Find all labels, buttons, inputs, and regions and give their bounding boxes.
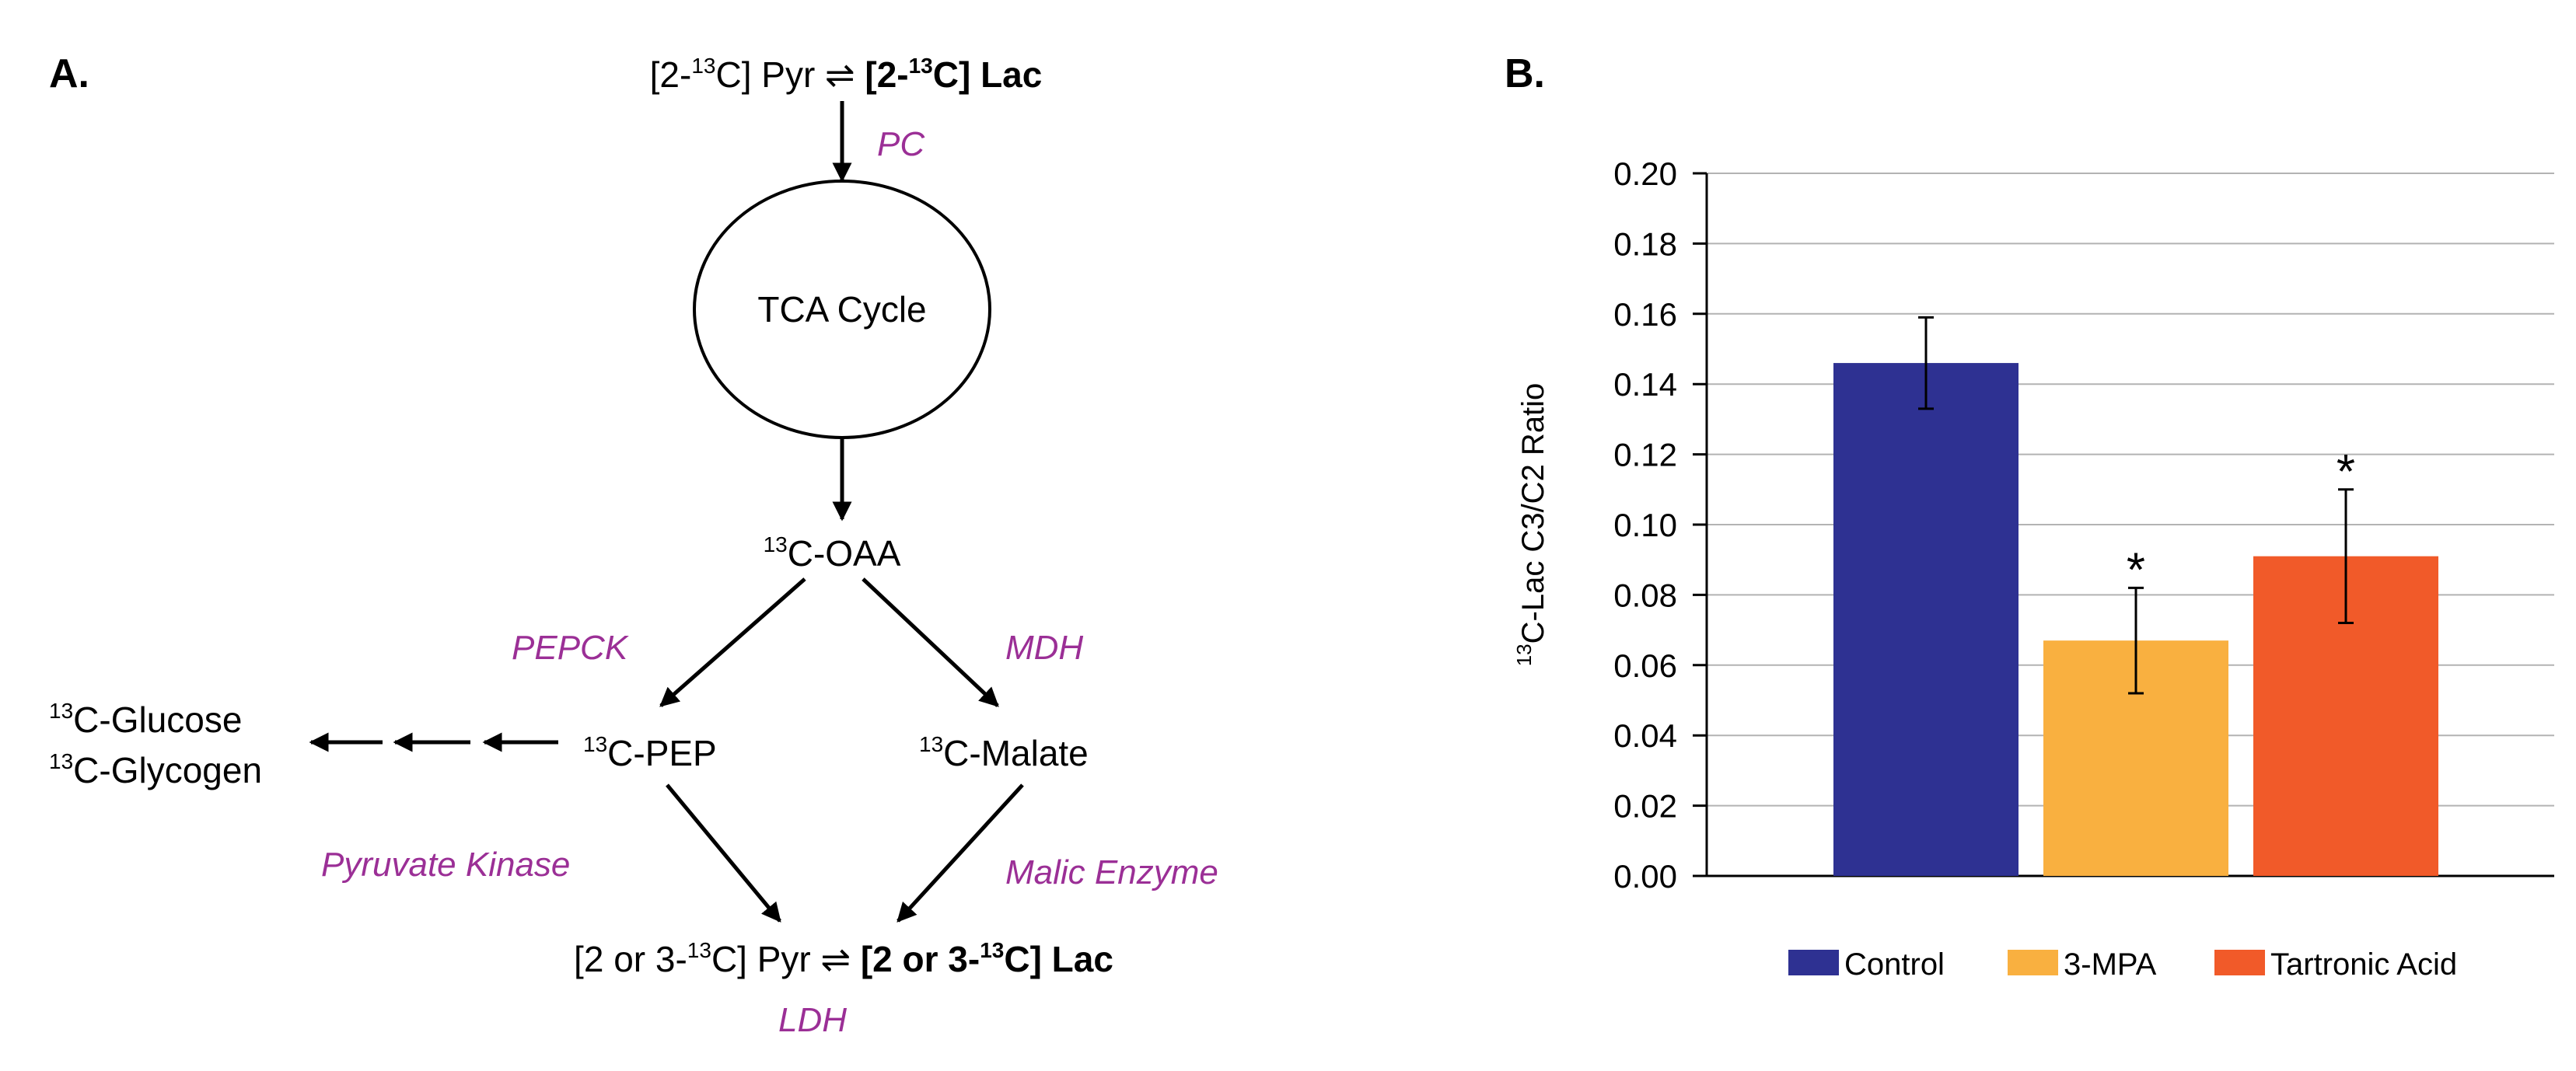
legend-label: Tartronic Acid	[2270, 947, 2457, 982]
y-tick-label: 0.12	[1613, 437, 1677, 473]
legend-label: 3-MPA	[2064, 947, 2157, 982]
panel-b: B. 13C-Lac C3/C2 Ratio 0.000.020.040.060…	[1505, 51, 2554, 982]
oaa-node: 13C-OAA	[764, 532, 901, 574]
y-tick-label: 0.06	[1613, 647, 1677, 684]
top-equation: [2-13C] Pyr ⇌ [2-13C] Lac	[650, 54, 1043, 95]
glycogen-node: 13C-Glycogen	[49, 749, 262, 790]
malate-node: 13C-Malate	[919, 732, 1089, 773]
pep-node: 13C-PEP	[583, 732, 717, 773]
arrow-malate-to-pyr	[897, 783, 1024, 923]
y-tick-label: 0.14	[1613, 366, 1677, 403]
significance-marks: **	[2127, 445, 2355, 598]
y-axis-label: 13C-Lac C3/C2 Ratio	[1512, 383, 1550, 667]
legend-label: Control	[1844, 947, 1945, 982]
y-tick-label: 0.18	[1613, 225, 1677, 262]
legend-swatch	[1788, 950, 1839, 975]
panel-a-label: A.	[49, 51, 89, 96]
y-tick-label: 0.00	[1613, 858, 1677, 895]
legend-swatch	[2214, 950, 2265, 975]
bar-control	[1833, 363, 2019, 877]
error-bars	[1918, 316, 2354, 695]
arrow-oaa-to-malate	[862, 577, 999, 707]
y-tick-label: 0.10	[1613, 507, 1677, 543]
bottom-equation: [2 or 3-13C] Pyr ⇌ [2 or 3-13C] Lac	[574, 938, 1113, 979]
y-tick-labels: 0.00 0.02 0.04 0.06 0.08 0.10 0.12 0.14 0.16 0.18…	[1613, 155, 1677, 895]
enzyme-pepck: PEPCK	[512, 629, 629, 667]
glucose-node: 13C-Glucose	[49, 699, 242, 740]
y-tick-label: 0.04	[1613, 717, 1677, 754]
enzyme-pyruvate-kinase: Pyruvate Kinase	[321, 846, 570, 884]
significance-asterisk: *	[2337, 445, 2355, 499]
enzyme-pc: PC	[877, 125, 925, 163]
tca-cycle-label: TCA Cycle	[757, 289, 926, 330]
arrow-oaa-to-pep	[659, 577, 806, 707]
enzyme-mdh: MDH	[1005, 629, 1083, 667]
significance-asterisk: *	[2127, 543, 2145, 597]
y-tick-label: 0.20	[1613, 155, 1677, 192]
y-tick-label: 0.16	[1613, 296, 1677, 333]
y-tick-label: 0.02	[1613, 788, 1677, 825]
y-tick-label: 0.08	[1613, 577, 1677, 613]
legend-swatch	[2008, 950, 2058, 975]
panel-b-label: B.	[1505, 51, 1545, 96]
arrow-pep-to-pyr	[666, 783, 781, 923]
enzyme-ldh: LDH	[778, 1001, 847, 1039]
enzyme-malic-enzyme: Malic Enzyme	[1005, 853, 1218, 891]
legend: Control 3-MPA Tartronic Acid	[1788, 947, 2457, 982]
panel-a: A. [2-13C] Pyr ⇌ [2-13C] Lac PC TCA Cycl…	[49, 51, 1218, 1039]
